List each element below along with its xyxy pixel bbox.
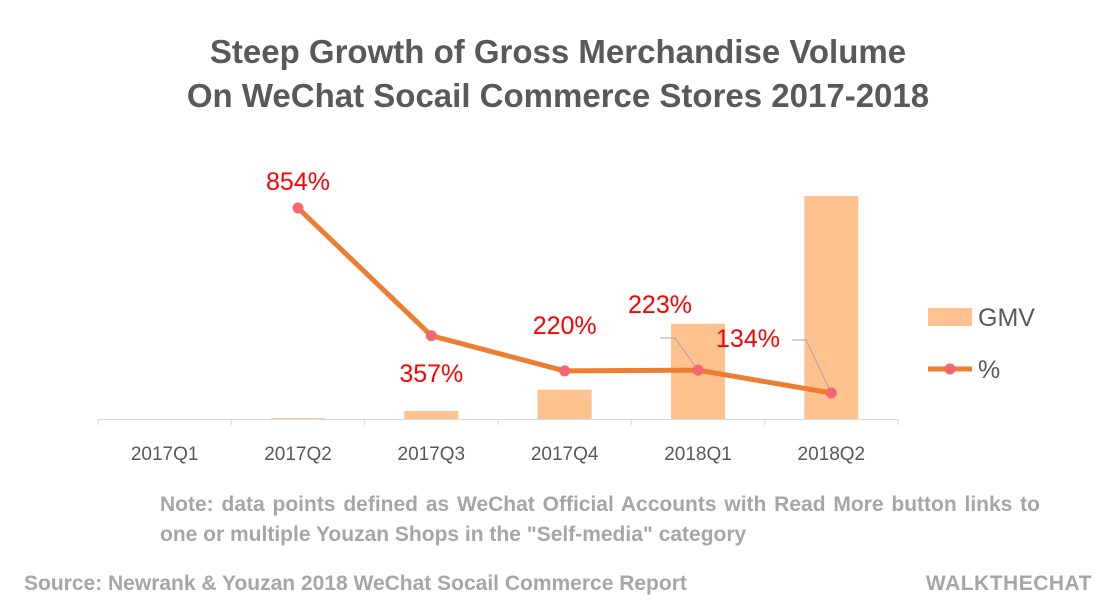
leader-line bbox=[792, 339, 832, 394]
legend-label-gmv: GMV bbox=[978, 304, 1035, 332]
x-tick-label: 2017Q1 bbox=[131, 444, 199, 465]
marker-2017Q2 bbox=[292, 202, 304, 214]
data-label: 357% bbox=[399, 360, 463, 388]
x-tick-label: 2017Q3 bbox=[398, 444, 466, 465]
footer: Source: Newrank & Youzan 2018 WeChat Soc… bbox=[24, 566, 1092, 602]
brand-logo-text: WALKTHECHAT bbox=[925, 572, 1092, 595]
chart-title: Steep Growth of Gross Merchandise Volume… bbox=[0, 30, 1116, 118]
title-line-1: Steep Growth of Gross Merchandise Volume bbox=[209, 33, 907, 70]
bar-2018Q2 bbox=[804, 196, 859, 419]
line-series-percent bbox=[295, 205, 834, 396]
marker-2018Q1 bbox=[692, 364, 704, 376]
legend-swatch-percent-marker bbox=[944, 363, 956, 375]
x-tick-label: 2017Q2 bbox=[264, 444, 332, 465]
leader-line bbox=[660, 337, 699, 371]
data-label: 223% bbox=[628, 291, 692, 319]
marker-2017Q3 bbox=[425, 330, 437, 342]
marker-2018Q2 bbox=[825, 387, 837, 399]
data-label: 220% bbox=[533, 312, 597, 340]
bar-2017Q4 bbox=[537, 389, 592, 419]
chart-note: Note: data points defined as WeChat Offi… bbox=[160, 493, 1040, 546]
legend-label-percent: % bbox=[978, 356, 1000, 384]
bar-2017Q3 bbox=[404, 411, 459, 419]
title-line-2: On WeChat Socail Commerce Stores 2017-20… bbox=[186, 77, 930, 114]
marker-2017Q4 bbox=[559, 365, 571, 377]
x-tick-label: 2018Q2 bbox=[798, 444, 866, 465]
source-text: Source: Newrank & Youzan 2018 WeChat Soc… bbox=[24, 572, 687, 595]
x-tick-label: 2017Q4 bbox=[531, 444, 599, 465]
bar-2017Q2 bbox=[271, 418, 325, 419]
data-label: 854% bbox=[266, 168, 330, 196]
x-tick-label: 2018Q1 bbox=[664, 444, 732, 465]
data-label: 134% bbox=[716, 325, 780, 353]
legend-swatch-gmv bbox=[928, 308, 972, 326]
